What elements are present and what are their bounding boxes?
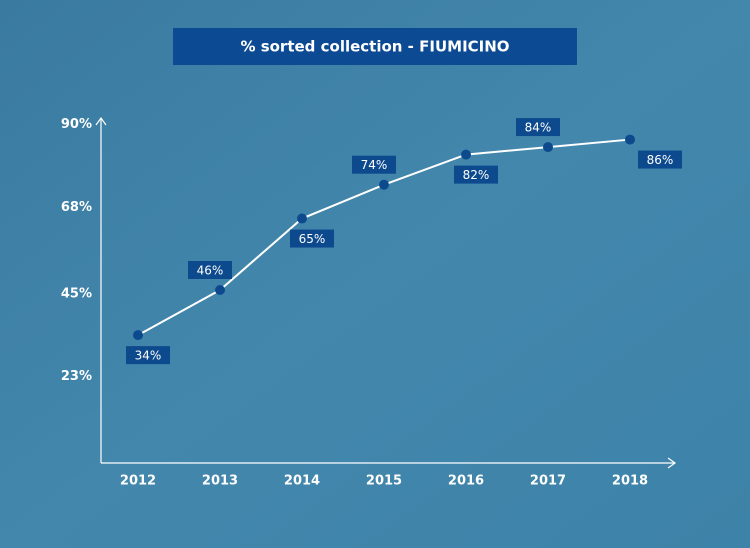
value-label-box: [290, 229, 334, 248]
value-label: 34%: [135, 349, 162, 363]
value-label: 84%: [525, 121, 552, 135]
x-tick-label: 2012: [120, 474, 156, 489]
data-point: [379, 179, 389, 190]
value-label-box: [516, 118, 560, 137]
data-point: [461, 149, 471, 160]
value-label: 86%: [647, 153, 674, 167]
chart-title: % sorted collection - FIUMICINO: [240, 38, 509, 56]
value-label: 82%: [463, 168, 490, 182]
x-tick-label: 2017: [530, 474, 566, 489]
y-tick-label: 90%: [61, 117, 92, 132]
value-label: 74%: [361, 158, 388, 172]
data-point: [215, 285, 225, 295]
value-label: 65%: [299, 232, 326, 246]
value-label: 46%: [197, 264, 224, 278]
x-tick-label: 2018: [612, 474, 648, 489]
x-tick-label: 2016: [448, 474, 484, 489]
value-label-box: [126, 346, 170, 365]
data-point: [133, 330, 143, 341]
x-tick-label: 2013: [202, 474, 238, 489]
value-label-box: [352, 155, 396, 174]
value-label-box: [638, 150, 682, 169]
value-label-box: [454, 165, 498, 184]
y-tick-label: 68%: [61, 200, 92, 215]
x-tick-label: 2015: [366, 474, 402, 489]
title-box: [173, 28, 577, 65]
x-tick-label: 2014: [284, 474, 320, 489]
data-point: [543, 142, 553, 153]
y-tick-label: 23%: [61, 369, 92, 384]
x-axis: [101, 457, 677, 469]
y-axis: [95, 116, 107, 463]
data-point: [297, 213, 307, 224]
data-point: [625, 134, 635, 145]
y-tick-label: 45%: [61, 286, 92, 301]
value-label-box: [188, 261, 232, 279]
